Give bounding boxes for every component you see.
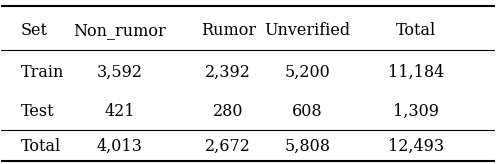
Text: 5,808: 5,808 [284,138,330,155]
Text: Total: Total [396,22,436,39]
Text: Train: Train [21,64,64,81]
Text: Total: Total [21,138,62,155]
Text: 1,309: 1,309 [393,102,438,120]
Text: 3,592: 3,592 [97,64,143,81]
Text: 2,392: 2,392 [205,64,251,81]
Text: 608: 608 [292,102,322,120]
Text: 2,672: 2,672 [205,138,251,155]
Text: 11,184: 11,184 [387,64,444,81]
Text: 12,493: 12,493 [388,138,444,155]
Text: 5,200: 5,200 [284,64,330,81]
Text: 421: 421 [105,102,135,120]
Text: 280: 280 [213,102,244,120]
Text: Unverified: Unverified [264,22,350,39]
Text: Test: Test [21,102,55,120]
Text: Rumor: Rumor [201,22,256,39]
Text: 4,013: 4,013 [97,138,143,155]
Text: Set: Set [21,22,48,39]
Text: Non_rumor: Non_rumor [73,22,166,39]
